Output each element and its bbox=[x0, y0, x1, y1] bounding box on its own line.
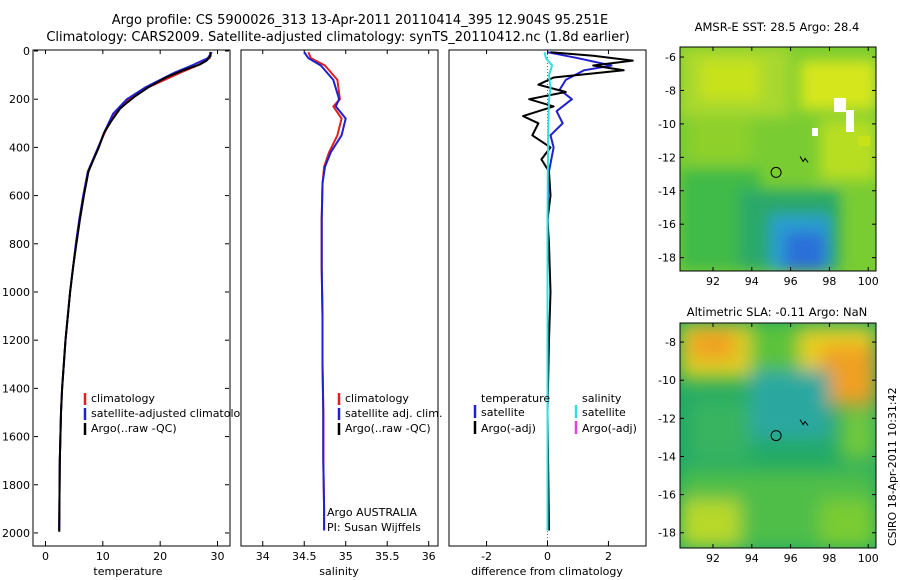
y-tick-label: 800 bbox=[9, 238, 30, 251]
legend-header-temperature: temperature bbox=[481, 392, 550, 405]
legend-label-sal-satellite: satellite bbox=[582, 406, 626, 419]
sla-map-title: Altimetric SLA: -0.11 Argo: NaN bbox=[687, 305, 868, 319]
x-tick-label: 0 bbox=[544, 550, 551, 563]
x-tick-label: 92 bbox=[706, 275, 720, 288]
legend-label-climatology: climatology bbox=[345, 392, 409, 405]
sst-map-ticks: 92 94 96 98 100 -6 -8 -10 -12 -14 -16 -18 bbox=[658, 47, 879, 288]
legend-label-satellite: satellite adj. clim. bbox=[345, 407, 442, 420]
x-tick-label: 98 bbox=[822, 275, 836, 288]
y-tick-label: -10 bbox=[658, 118, 676, 131]
sst-map-panel: AMSR-E SST: 28.5 Argo: 28.4 92 94 96 98 100 -… bbox=[658, 20, 879, 288]
figure-title-line1: Argo profile: CS 5900026_313 13-Apr-2011… bbox=[112, 13, 608, 28]
legend-label-climatology: climatology bbox=[91, 392, 155, 405]
sla-map-frame bbox=[679, 322, 877, 549]
y-tick-label: 1800 bbox=[2, 479, 30, 492]
salinity-panel: 34 34.5 35 35.5 36 salinity climatology sate… bbox=[240, 49, 442, 578]
x-tick-label: -2 bbox=[481, 550, 492, 563]
temperature-legend: climatology satellite-adjusted climatolo… bbox=[83, 392, 254, 435]
x-tick-label: 34 bbox=[256, 550, 270, 563]
sla-map-panel: Altimetric SLA: -0.11 Argo: NaN 92 94 96 98… bbox=[658, 305, 879, 565]
series-line bbox=[58, 52, 212, 532]
x-tick-label: 34.5 bbox=[292, 550, 317, 563]
temperature-x-ticks: 0 10 20 30 bbox=[42, 50, 225, 563]
temperature-panel: 0 10 20 30 02004006008001000120014001600180… bbox=[2, 45, 645, 578]
series-line bbox=[543, 51, 554, 531]
legend-label-temp-argo: Argo(-adj) bbox=[481, 422, 536, 435]
y-tick-label: 400 bbox=[9, 141, 30, 154]
y-tick-label: -18 bbox=[658, 527, 676, 540]
x-tick-label: 100 bbox=[858, 275, 879, 288]
y-tick-label: 600 bbox=[9, 190, 30, 203]
x-tick-label: 100 bbox=[858, 552, 879, 565]
y-tick-label: -18 bbox=[658, 252, 676, 265]
y-tick-label: 1600 bbox=[2, 431, 30, 444]
y-tick-label: -10 bbox=[658, 374, 676, 387]
salinity-xlabel: salinity bbox=[319, 565, 359, 578]
difference-panel: -2 0 2 difference from climatology tempera… bbox=[448, 49, 647, 578]
series-line bbox=[522, 51, 634, 531]
legend-label-argo: Argo(..raw -QC) bbox=[91, 422, 177, 435]
x-tick-label: 35.5 bbox=[375, 550, 400, 563]
salinity-series bbox=[303, 51, 347, 531]
x-tick-label: 30 bbox=[211, 550, 225, 563]
sst-heatmap bbox=[680, 47, 876, 271]
sla-map-ticks: 92 94 96 98 100 -8 -10 -12 -14 -16 -18 bbox=[658, 323, 879, 565]
y-tick-label: 1000 bbox=[2, 286, 30, 299]
salinity-axes-frame bbox=[240, 49, 439, 547]
y-tick-label: -14 bbox=[658, 185, 676, 198]
temperature-xlabel: temperature bbox=[93, 565, 162, 578]
x-tick-label: 94 bbox=[745, 552, 759, 565]
y-tick-label: 200 bbox=[9, 93, 30, 106]
legend-label-argo: Argo(..raw -QC) bbox=[345, 422, 431, 435]
x-tick-label: 92 bbox=[706, 552, 720, 565]
x-tick-label: 96 bbox=[784, 552, 798, 565]
x-tick-label: 35 bbox=[339, 550, 353, 563]
legend-label-sal-argo: Argo(-adj) bbox=[582, 422, 637, 435]
sla-heatmap bbox=[680, 323, 876, 548]
y-tick-label: -12 bbox=[658, 151, 676, 164]
y-tick-label: -8 bbox=[665, 336, 676, 349]
x-tick-label: 10 bbox=[96, 550, 110, 563]
y-tick-label: -16 bbox=[658, 218, 676, 231]
temperature-axes-frame bbox=[32, 49, 231, 547]
y-tick-label: -8 bbox=[665, 84, 676, 97]
x-tick-label: 0 bbox=[42, 550, 49, 563]
y-tick-label: -6 bbox=[665, 51, 676, 64]
x-tick-label: 96 bbox=[784, 275, 798, 288]
x-tick-label: 2 bbox=[605, 550, 612, 563]
float-track bbox=[799, 156, 809, 163]
difference-xlabel: difference from climatology bbox=[471, 565, 623, 578]
difference-legend: temperature satellite Argo(-adj) salinit… bbox=[473, 392, 637, 435]
legend-label-satellite: satellite-adjusted climatology bbox=[91, 407, 254, 420]
y-tick-label: -16 bbox=[658, 489, 676, 502]
series-line bbox=[303, 51, 347, 531]
legend-label-temp-satellite: satellite bbox=[481, 406, 525, 419]
sst-map-frame bbox=[679, 46, 877, 272]
csiro-timestamp: CSIRO 18-Apr-2011 10:31:42 bbox=[886, 387, 899, 546]
y-tick-label: 0 bbox=[23, 45, 30, 58]
temperature-series bbox=[58, 51, 213, 532]
y-tick-label: 2000 bbox=[2, 527, 30, 540]
legend-header-salinity: salinity bbox=[582, 392, 622, 405]
float-pi-annotation: PI: Susan Wijffels bbox=[327, 521, 421, 534]
x-tick-label: 94 bbox=[745, 275, 759, 288]
difference-series bbox=[522, 51, 634, 531]
float-owner-annotation: Argo AUSTRALIA bbox=[327, 506, 417, 519]
y-tick-label: -12 bbox=[658, 412, 676, 425]
x-tick-label: 20 bbox=[153, 550, 167, 563]
float-track bbox=[799, 419, 809, 426]
float-position-marker bbox=[770, 430, 782, 442]
float-position-marker bbox=[770, 166, 782, 178]
salinity-legend: climatology satellite adj. clim. Argo(..… bbox=[337, 392, 442, 435]
x-tick-label: 98 bbox=[822, 552, 836, 565]
sst-map-title: AMSR-E SST: 28.5 Argo: 28.4 bbox=[695, 20, 860, 34]
y-tick-label: -14 bbox=[658, 450, 676, 463]
figure-title-line2: Climatology: CARS2009. Satellite-adjuste… bbox=[46, 30, 629, 45]
y-tick-label: 1200 bbox=[2, 334, 30, 347]
x-tick-label: 36 bbox=[422, 550, 436, 563]
y-tick-label: 1400 bbox=[2, 382, 30, 395]
